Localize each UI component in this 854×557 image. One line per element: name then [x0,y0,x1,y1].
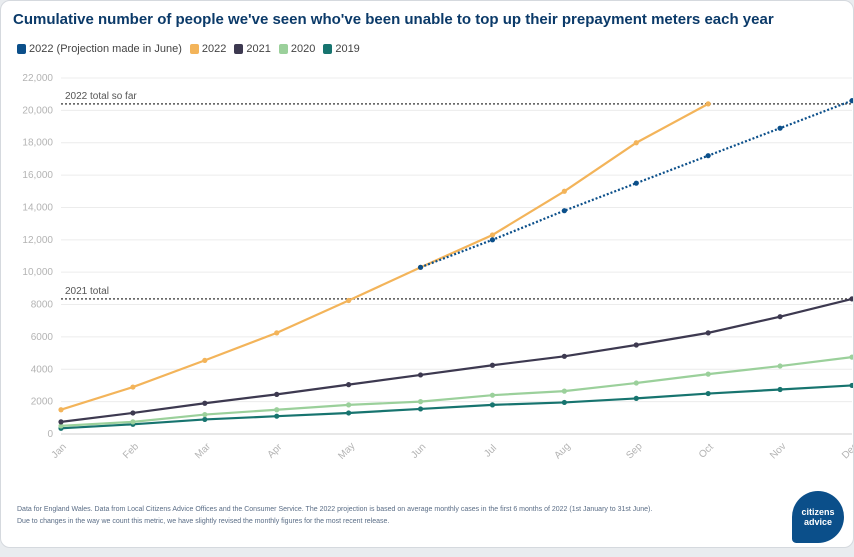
data-point [58,419,63,424]
x-tick-label: Jan [50,442,69,461]
x-tick-label: Mar [193,441,213,461]
logo-text-line-1: citizens [801,507,834,517]
y-tick-label: 20,000 [22,105,53,116]
data-point [849,355,854,360]
data-point [706,391,711,396]
data-point [346,382,351,387]
data-point [634,396,639,401]
chart-plot: 0 2000 4000 6000 8000 10,000 12,000 14,000 16,00… [1,1,854,501]
data-point [202,401,207,406]
y-tick-label: 16,000 [22,170,53,181]
y-tick-label: 12,000 [22,235,53,246]
y-tick-label: 0 [47,429,53,440]
y-tick-label: 22,000 [22,73,53,84]
data-point [706,101,711,106]
data-point [634,380,639,385]
data-point [58,407,63,412]
data-point [274,407,279,412]
logo-text-line-2: advice [804,517,832,527]
data-point [346,298,351,303]
data-point [777,126,782,131]
x-tick-label: Nov [768,441,788,461]
x-tick-label: Aug [552,441,572,461]
data-point [346,410,351,415]
data-point [634,181,639,186]
y-tick-label: 8000 [31,300,54,311]
data-point [777,387,782,392]
citizens-advice-logo: citizens advice [792,491,844,543]
reference-label: 2021 total [65,286,109,297]
data-point [202,417,207,422]
y-tick-label: 18,000 [22,138,53,149]
data-point [706,372,711,377]
data-point [706,330,711,335]
data-point [634,140,639,145]
data-point [562,389,567,394]
data-point [634,342,639,347]
x-tick-label: Oct [697,442,716,461]
data-point [202,358,207,363]
y-tick-label: 2000 [31,397,54,408]
series-line [61,299,852,422]
data-point [490,237,495,242]
x-tick-label: Apr [266,441,285,460]
data-point [562,189,567,194]
data-point [202,412,207,417]
y-tick-label: 6000 [31,332,54,343]
data-point [777,363,782,368]
x-tick-label: Feb [121,441,141,461]
data-point [849,296,854,301]
data-point [849,383,854,388]
data-point [418,265,423,270]
data-point [418,372,423,377]
data-point [562,400,567,405]
data-point [490,232,495,237]
y-tick-label: 10,000 [22,267,53,278]
footnote: Data for England Wales. Data from Local … [17,504,787,528]
y-tick-label: 4000 [31,364,54,375]
x-tick-label: May [336,441,357,462]
data-point [706,153,711,158]
data-point [346,402,351,407]
x-tick-label: Jul [482,443,499,460]
data-point [562,208,567,213]
data-point [274,330,279,335]
data-point [274,414,279,419]
data-point [562,354,567,359]
footnote-line-2: Due to changes in the way we count this … [17,516,787,528]
data-point [130,384,135,389]
data-point [130,419,135,424]
data-point [490,393,495,398]
x-tick-label: Jun [409,442,428,461]
data-point [490,363,495,368]
data-point [490,402,495,407]
data-point [418,399,423,404]
y-tick-label: 14,000 [22,202,53,213]
data-point [130,410,135,415]
footnote-line-1: Data for England Wales. Data from Local … [17,504,787,516]
series-line [61,104,708,410]
x-tick-label: Sep [624,441,645,462]
data-point [274,392,279,397]
x-tick-label: Dec [840,441,854,461]
data-point [777,314,782,319]
data-point [418,406,423,411]
reference-label: 2022 total so far [65,91,137,102]
